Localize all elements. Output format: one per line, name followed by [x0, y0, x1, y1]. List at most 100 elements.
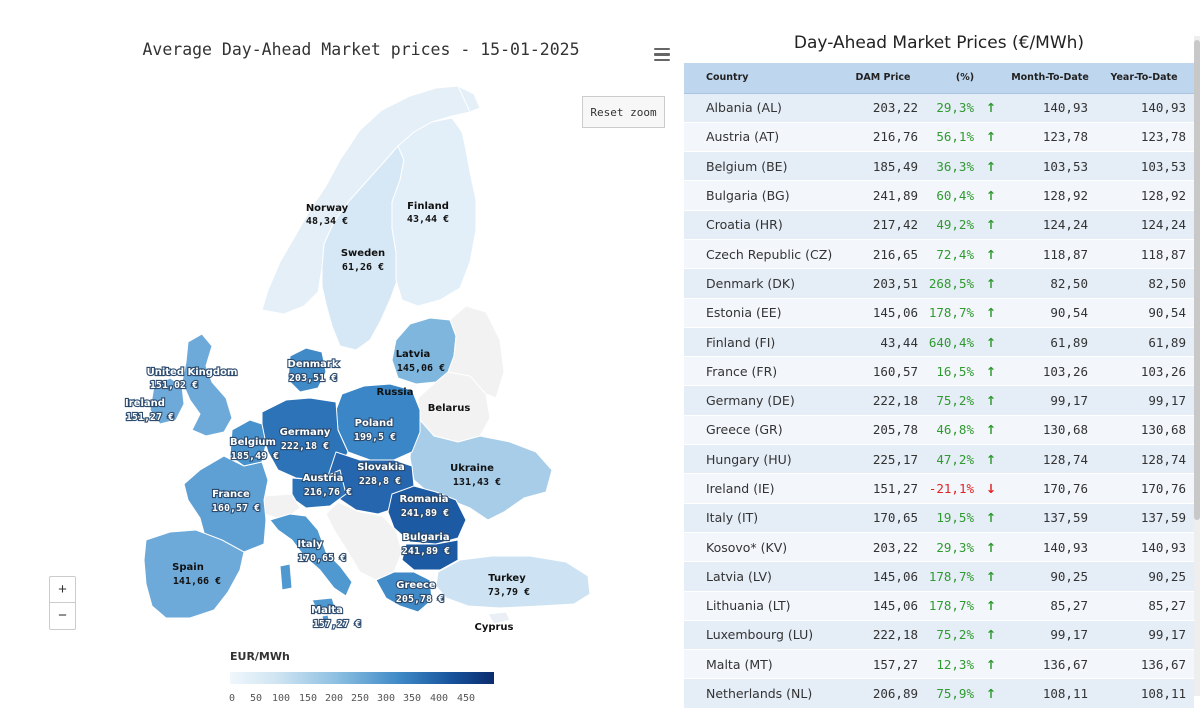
table-row[interactable]: Latvia (LV) 145,06 178,7% ↑ 90,25 90,25 [684, 561, 1194, 592]
svg-text:Finland: Finland [407, 201, 449, 212]
table-row[interactable]: France (FR) 160,57 16,5% ↑ 103,26 103,26 [684, 356, 1194, 387]
table-body: Albania (AL) 203,22 29,3% ↑ 140,93 140,93 Aust… [684, 93, 1194, 709]
cell-month-to-date: 85,27 [1006, 591, 1094, 621]
region-ireland[interactable] [149, 377, 185, 425]
cell-country: Hungary (HU) [684, 444, 842, 475]
cell-country: Luxembourg (LU) [684, 620, 842, 651]
zoom-out-button[interactable]: − [49, 603, 76, 630]
table-row[interactable]: Belgium (BE) 185,49 36,3% ↑ 103,53 103,53 [684, 151, 1194, 182]
table-row[interactable]: Bulgaria (BG) 241,89 60,4% ↑ 128,92 128,92 [684, 180, 1194, 211]
zoom-in-button[interactable]: + [49, 576, 76, 603]
region-sicily[interactable] [311, 597, 337, 613]
table-row[interactable]: Austria (AT) 216,76 56,1% ↑ 123,78 123,78 [684, 122, 1194, 153]
cell-month-to-date: 103,26 [1006, 356, 1094, 387]
table-row[interactable]: Croatia (HR) 217,42 49,2% ↑ 124,24 124,24 [684, 210, 1194, 240]
cell-country: Netherlands (NL) [684, 678, 842, 709]
cell-dam-price: 145,06 [842, 591, 924, 621]
region-greece[interactable] [375, 571, 433, 613]
cell-month-to-date: 140,93 [1006, 532, 1094, 563]
europe-choropleth-map[interactable]: Norway 48,34 € Finland 43,44 € Sweden 61… [0, 0, 680, 709]
cell-month-to-date: 128,74 [1006, 444, 1094, 475]
cell-dam-price: 222,18 [842, 620, 924, 651]
col-header-dam-price[interactable]: DAM Price [842, 63, 924, 94]
cell-year-to-date: 128,74 [1094, 444, 1194, 475]
region-iberia[interactable] [143, 529, 245, 619]
reset-zoom-button[interactable]: Reset zoom [582, 96, 665, 128]
cell-year-to-date: 170,76 [1094, 473, 1194, 504]
table-row[interactable]: Italy (IT) 170,65 19,5% ↑ 137,59 137,59 [684, 503, 1194, 533]
svg-text:Austria: Austria [303, 473, 344, 484]
arrow-down-icon: ↓ [976, 473, 1006, 504]
svg-text:48,34 €: 48,34 € [306, 216, 348, 227]
region-benelux[interactable] [229, 419, 267, 467]
table-row[interactable]: Kosovo* (KV) 203,22 29,3% ↑ 140,93 140,93 [684, 532, 1194, 563]
arrow-up-icon: ↑ [976, 444, 1006, 475]
table-scrollbar[interactable] [1194, 36, 1200, 696]
arrow-up-icon: ↑ [976, 327, 1006, 358]
table-row[interactable]: Lithuania (LT) 145,06 178,7% ↑ 85,27 85,27 [684, 591, 1194, 621]
map-label-sweden: Sweden 61,26 € [341, 248, 385, 273]
hamburger-menu-icon[interactable] [654, 48, 670, 62]
cell-dam-price: 157,27 [842, 649, 924, 680]
svg-text:Ukraine: Ukraine [450, 463, 494, 474]
cell-month-to-date: 128,92 [1006, 180, 1094, 211]
cell-country: Kosovo* (KV) [684, 532, 842, 563]
arrow-up-icon: ↑ [976, 239, 1006, 270]
region-bulgaria[interactable] [401, 539, 459, 571]
table-row[interactable]: Hungary (HU) 225,17 47,2% ↑ 128,74 128,74 [684, 444, 1194, 475]
svg-text:157,27 €: 157,27 € [313, 619, 361, 630]
svg-text:241,89 €: 241,89 € [401, 508, 449, 519]
svg-text:Bulgaria: Bulgaria [402, 532, 449, 543]
cell-dam-price: 145,06 [842, 298, 924, 328]
arrow-up-icon: ↑ [976, 649, 1006, 680]
region-lapland[interactable] [457, 85, 481, 113]
map-label-france: France 160,57 € [211, 488, 261, 515]
region-france[interactable] [183, 455, 269, 553]
table-row[interactable]: Estonia (EE) 145,06 178,7% ↑ 90,54 90,54 [684, 298, 1194, 328]
arrow-up-icon: ↑ [976, 591, 1006, 621]
price-table-panel: Day-Ahead Market Prices (€/MWh) Country … [684, 0, 1200, 709]
col-header-country[interactable]: Country [684, 63, 842, 94]
table-row[interactable]: Netherlands (NL) 206,89 75,9% ↑ 108,11 108,11 [684, 678, 1194, 709]
arrow-up-icon: ↑ [976, 151, 1006, 182]
region-romania[interactable] [387, 485, 467, 545]
table-row[interactable]: Albania (AL) 203,22 29,3% ↑ 140,93 140,93 [684, 93, 1194, 123]
cell-country: Germany (DE) [684, 385, 842, 416]
cell-year-to-date: 103,26 [1094, 356, 1194, 387]
cell-percent-change: 12,3% [924, 649, 976, 680]
map-label-germany: Germany 222,18 € [279, 426, 332, 453]
scrollbar-thumb[interactable] [1194, 40, 1200, 520]
cell-percent-change: 60,4% [924, 180, 976, 211]
col-header-percent[interactable]: (%) [924, 63, 1006, 94]
arrow-up-icon: ↑ [976, 298, 1006, 328]
region-italy[interactable] [269, 513, 353, 597]
table-row[interactable]: Denmark (DK) 203,51 268,5% ↑ 82,50 82,50 [684, 268, 1194, 299]
region-cyprus[interactable] [487, 611, 511, 625]
table-row[interactable]: Finland (FI) 43,44 640,4% ↑ 61,89 61,89 [684, 327, 1194, 358]
region-turkey[interactable] [435, 555, 591, 609]
col-header-year-to-date[interactable]: Year-To-Date [1094, 63, 1194, 94]
cell-country: Denmark (DK) [684, 268, 842, 299]
svg-text:61,26 €: 61,26 € [342, 262, 384, 273]
svg-text:43,44 €: 43,44 € [407, 214, 449, 225]
table-row[interactable]: Malta (MT) 157,27 12,3% ↑ 136,67 136,67 [684, 649, 1194, 680]
table-row[interactable]: Germany (DE) 222,18 75,2% ↑ 99,17 99,17 [684, 385, 1194, 416]
cell-percent-change: 19,5% [924, 503, 976, 533]
table-row[interactable]: Greece (GR) 205,78 46,8% ↑ 130,68 130,68 [684, 415, 1194, 446]
region-uk[interactable] [181, 333, 233, 437]
region-russia[interactable] [447, 305, 505, 399]
cell-dam-price: 222,18 [842, 385, 924, 416]
region-denmark[interactable] [287, 347, 327, 393]
table-row[interactable]: Czech Republic (CZ) 216,65 72,4% ↑ 118,87 118… [684, 239, 1194, 270]
region-sardinia[interactable] [279, 563, 293, 591]
region-malta[interactable] [321, 614, 330, 622]
svg-text:United Kingdom: United Kingdom [147, 367, 238, 378]
region-finland[interactable] [391, 117, 477, 307]
table-row[interactable]: Luxembourg (LU) 222,18 75,2% ↑ 99,17 99,17 [684, 620, 1194, 651]
cell-percent-change: 46,8% [924, 415, 976, 446]
col-header-month-to-date[interactable]: Month-To-Date [1006, 63, 1094, 94]
cell-year-to-date: 137,59 [1094, 503, 1194, 533]
cell-month-to-date: 82,50 [1006, 268, 1094, 299]
cell-percent-change: 29,3% [924, 93, 976, 123]
table-row[interactable]: Ireland (IE) 151,27 -21,1% ↓ 170,76 170,76 [684, 473, 1194, 504]
